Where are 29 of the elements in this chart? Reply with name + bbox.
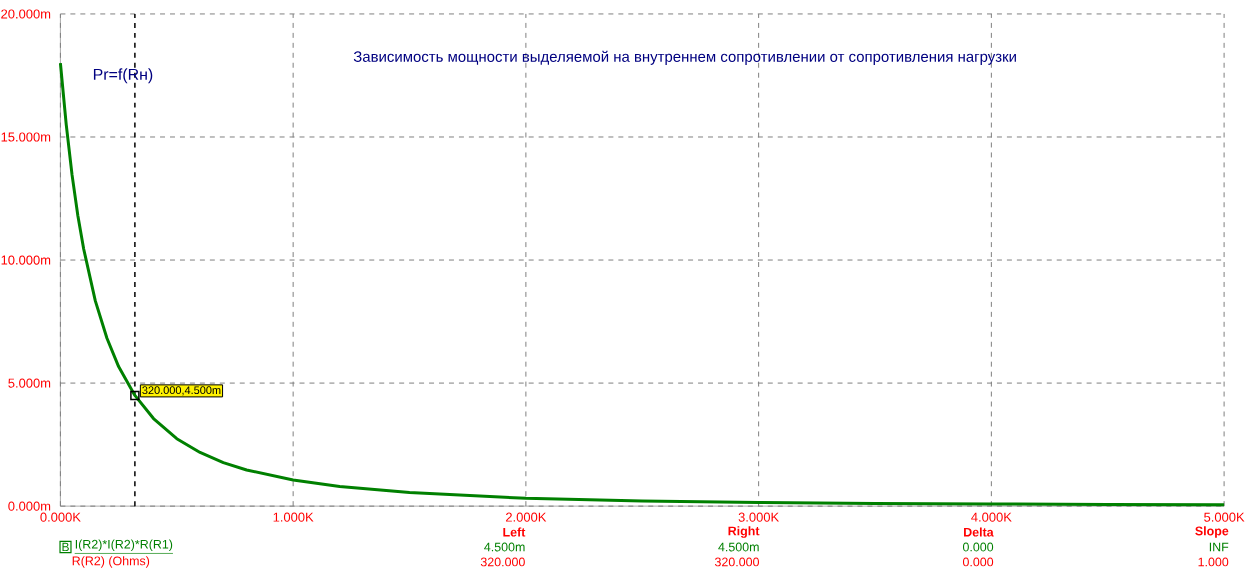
text: 320.000 bbox=[714, 557, 759, 567]
text: 0.000 bbox=[962, 557, 994, 567]
text: Right bbox=[728, 526, 760, 538]
text: Зависимость мощности выделяемой на внутреннем сопротивлении от сопротивления нагрузки bbox=[353, 50, 1016, 65]
y-tick-label: 10.000m bbox=[1, 255, 51, 265]
legend-label: I(R2)*I(R2)*R(R1) bbox=[75, 539, 173, 552]
annotation: 320.000,4.500m bbox=[142, 386, 221, 396]
annotation: Pr=f(Rн) bbox=[93, 68, 153, 84]
x-tick-label: 1.000K bbox=[273, 512, 314, 522]
y-tick-label: 0.000m bbox=[8, 501, 51, 511]
x-axis-title: R(R2) (Ohms) bbox=[72, 556, 150, 568]
text: 1.000 bbox=[1198, 557, 1229, 567]
x-tick-label: 0.000K bbox=[40, 512, 81, 522]
x-tick-label: 3.000K bbox=[738, 512, 779, 522]
text: 320.000 bbox=[480, 557, 525, 567]
text: 4.500m bbox=[484, 542, 525, 552]
text: Left bbox=[503, 527, 526, 537]
x-tick-label: 5.000K bbox=[1204, 512, 1245, 522]
x-tick-label: 2.000K bbox=[506, 512, 547, 522]
y-tick-label: 5.000m bbox=[8, 378, 51, 388]
text: B bbox=[62, 542, 69, 552]
y-tick-label: 15.000m bbox=[1, 132, 51, 142]
x-tick-label: 4.000K bbox=[971, 512, 1012, 522]
text: 0.000 bbox=[962, 542, 994, 552]
text: 4.500m bbox=[718, 542, 759, 552]
y-tick-label: 20.000m bbox=[1, 9, 51, 19]
text: Slope bbox=[1195, 526, 1229, 538]
text: Delta bbox=[964, 527, 994, 537]
text: INF bbox=[1209, 542, 1229, 552]
